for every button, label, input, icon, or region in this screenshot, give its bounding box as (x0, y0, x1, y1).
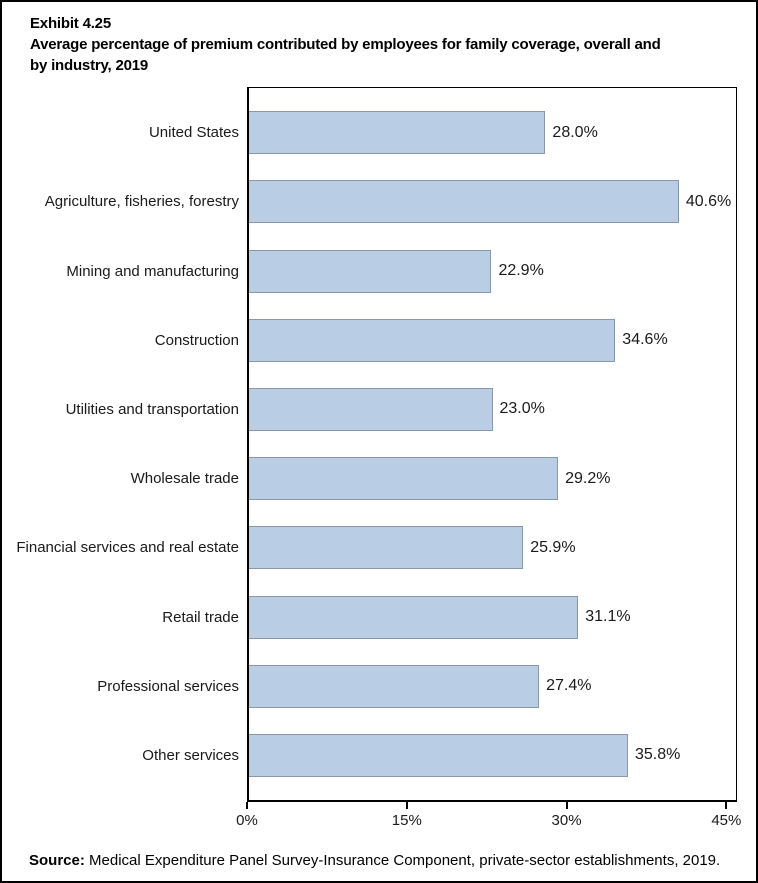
category-label-row: Wholesale trade (2, 444, 239, 513)
value-label: 29.2% (565, 469, 611, 487)
bar (249, 526, 524, 570)
category-label: Wholesale trade (130, 470, 239, 488)
bar-row: 40.6% (249, 167, 736, 236)
category-label-row: Construction (2, 306, 239, 375)
x-tick-mark (246, 802, 248, 809)
bar-row: 34.6% (249, 306, 736, 375)
bar-row: 29.2% (249, 444, 736, 513)
bar (249, 664, 540, 708)
x-tick-label: 30% (551, 812, 582, 829)
bar (249, 318, 616, 362)
chart-title-line-1: Average percentage of premium contribute… (30, 36, 661, 53)
category-label-row: Mining and manufacturing (2, 236, 239, 305)
bar (249, 387, 493, 431)
bar-row: 22.9% (249, 236, 736, 305)
category-label: Retail trade (162, 608, 239, 626)
x-axis-ticks (246, 802, 737, 810)
x-tick-mark (405, 802, 408, 809)
bar-row: 31.1% (249, 582, 736, 651)
category-label-row: United States (2, 98, 239, 167)
value-label: 27.4% (546, 677, 592, 695)
category-label: Other services (142, 746, 239, 764)
category-label-row: Professional services (2, 652, 239, 721)
x-tick-label: 0% (236, 812, 258, 829)
category-label: Construction (154, 331, 239, 349)
bar (249, 249, 492, 293)
x-tick-mark (565, 802, 568, 809)
bar (249, 457, 559, 501)
value-label: 34.6% (622, 331, 668, 349)
bar (249, 111, 546, 155)
value-label: 28.0% (552, 123, 598, 141)
chart-title-line-2: by industry, 2019 (30, 57, 149, 74)
category-label-row: Utilities and transportation (2, 375, 239, 444)
source-note: Source: Medical Expenditure Panel Survey… (29, 852, 720, 869)
bar-row: 23.0% (249, 375, 736, 444)
bar-row: 25.9% (249, 513, 736, 582)
value-label: 22.9% (498, 262, 544, 279)
bar-row: 28.0% (249, 98, 736, 167)
bars-area: 28.0% 40.6% 22.9% 34.6% 23.0% 29.2% 25.9% 31.1%… (249, 98, 736, 790)
chart-title: Exhibit 4.25 Average percentage of premi… (30, 13, 661, 76)
category-label: Mining and manufacturing (66, 262, 239, 280)
bar (249, 180, 679, 224)
bar (249, 595, 579, 639)
value-label: 35.8% (635, 746, 681, 764)
category-label: Agriculture, fisheries, forestry (44, 193, 239, 211)
category-label: Utilities and transportation (65, 400, 239, 418)
category-axis-labels: United States Agriculture, fisheries, for… (2, 98, 239, 790)
bar-row: 35.8% (249, 721, 736, 790)
category-label-row: Financial services and real estate (2, 513, 239, 582)
category-label-row: Retail trade (2, 582, 239, 651)
x-tick-label: 15% (391, 812, 422, 829)
source-text: Medical Expenditure Panel Survey-Insuran… (84, 852, 721, 869)
value-label: 31.1% (585, 608, 631, 626)
value-label: 23.0% (499, 400, 545, 418)
category-label-row: Agriculture, fisheries, forestry (2, 167, 239, 236)
x-tick-label: 45% (711, 812, 742, 829)
exhibit-number: Exhibit 4.25 (30, 15, 111, 32)
bar (249, 733, 628, 777)
plot-area: 28.0% 40.6% 22.9% 34.6% 23.0% 29.2% 25.9% 31.1%… (247, 87, 737, 802)
x-tick-mark (725, 802, 728, 809)
value-label: 25.9% (530, 538, 576, 556)
x-axis-tick-labels: 0% 15% 30% 45% (236, 812, 741, 832)
category-label-row: Other services (2, 721, 239, 790)
bar-row: 27.4% (249, 652, 736, 721)
category-label: Financial services and real estate (16, 539, 239, 557)
value-label: 40.6% (685, 192, 732, 210)
source-label: Source: (29, 852, 85, 869)
category-label: Professional services (97, 677, 239, 695)
category-label: United States (148, 124, 239, 142)
